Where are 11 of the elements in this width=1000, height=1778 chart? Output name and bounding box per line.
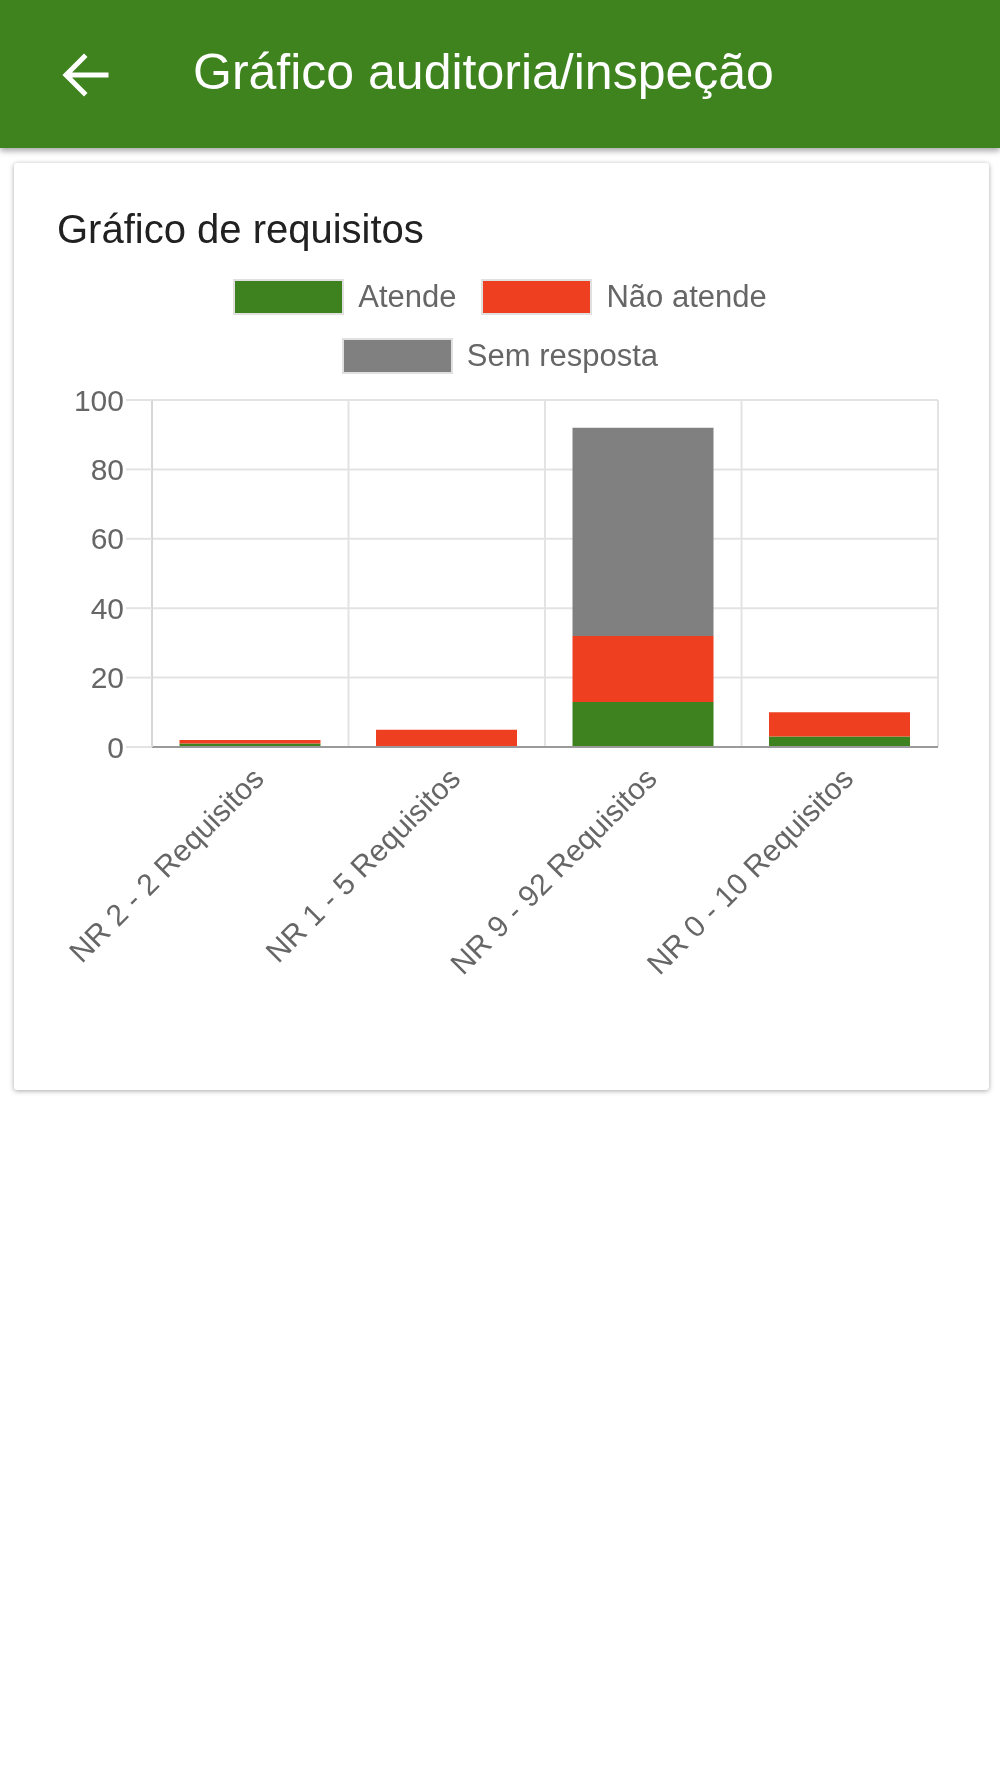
legend-label: Atende — [358, 279, 457, 315]
y-tick-label: 0 — [107, 730, 124, 764]
y-tick-label: 40 — [90, 591, 124, 625]
y-tick-label: 20 — [90, 661, 124, 695]
y-tick-label: 80 — [90, 453, 124, 487]
chart-subtitle: Gráfico de requisitos — [57, 206, 424, 253]
legend-label: Sem resposta — [466, 338, 659, 374]
legend-label: Não atende — [606, 279, 767, 315]
y-tick-label: 100 — [73, 383, 124, 417]
y-tick-label: 60 — [90, 522, 124, 556]
chart-title: Gráfico auditoria/inspeção — [193, 43, 774, 102]
